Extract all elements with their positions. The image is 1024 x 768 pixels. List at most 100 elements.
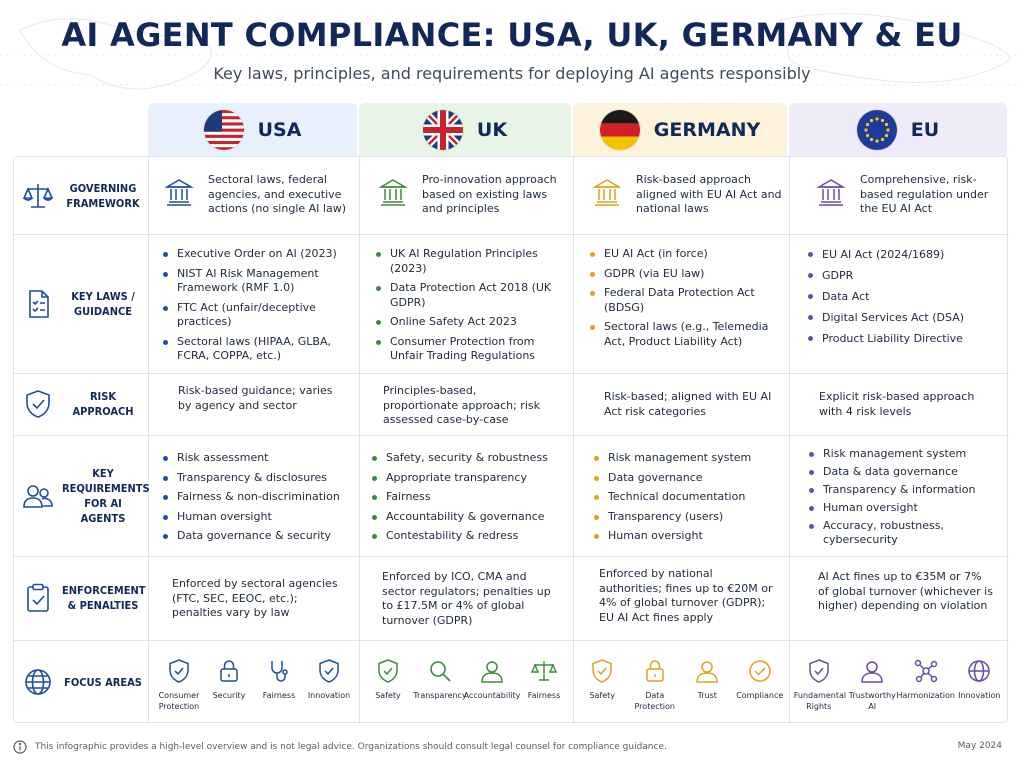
list-item: Sectoral laws (HIPAA, GLBA, FCRA, COPPA,… xyxy=(162,335,352,364)
list-item: Risk assessment xyxy=(162,451,354,466)
cell-governing-uk: Pro-innovation approach based on existin… xyxy=(378,173,568,217)
list-item: Data Protection Act 2018 (UK GDPR) xyxy=(375,281,567,310)
row-label-text: KEY REQUIREMENTS FOR AI AGENTS xyxy=(62,466,150,525)
focus-item: Trust xyxy=(682,640,732,726)
list-item: Data & data governance xyxy=(808,465,1004,479)
cell-governing-usa: Sectoral laws, federal agencies, and exe… xyxy=(164,173,354,217)
person-icon xyxy=(696,661,719,683)
list-item: Transparency & information xyxy=(808,483,1004,497)
eu-flag-icon xyxy=(856,109,897,150)
list-item: Digital Services Act (DSA) xyxy=(807,310,1001,325)
cell-requirements-eu: Risk management system Data & data gover… xyxy=(808,447,1004,552)
cell-laws-germany: EU AI Act (in force) GDPR (via EU law) F… xyxy=(589,247,783,354)
column-name-germany: GERMANY xyxy=(653,118,761,141)
list-item: Appropriate transparency xyxy=(371,471,569,486)
cell-requirements-uk: Safety, security & robustness Appropriat… xyxy=(371,451,569,549)
shield-check-icon xyxy=(592,659,612,683)
list-item: EU AI Act (2024/1689) xyxy=(807,247,1001,262)
footnote-text: This infographic provides a high-level o… xyxy=(35,742,667,752)
list-item: Contestability & redress xyxy=(371,529,569,544)
focus-areas-usa: Consumer Protection Security Fairness In… xyxy=(154,640,354,726)
info-icon xyxy=(13,740,27,754)
focus-item: Innovation xyxy=(954,640,1004,726)
government-building-icon xyxy=(816,179,846,206)
row-label-focus-areas: FOCUS AREAS xyxy=(14,640,148,724)
list-item: EU AI Act (in force) xyxy=(589,247,783,262)
list-item: UK AI Regulation Principles (2023) xyxy=(375,247,567,276)
clipboard-check-icon xyxy=(27,583,49,612)
cell-enforcement-uk: Enforced by ICO, CMA and sector regulato… xyxy=(382,570,551,627)
list-item: Product Liability Directive xyxy=(807,331,1001,346)
cell-risk-usa: Risk-based guidance; varies by agency an… xyxy=(178,384,333,412)
scales-icon xyxy=(22,183,54,208)
cell-enforcement-germany: Enforced by national authorities; fines … xyxy=(599,567,773,624)
column-header-usa: USA xyxy=(148,103,357,156)
focus-item: Accountability xyxy=(464,640,520,726)
list-item: NIST AI Risk Management Framework (RMF 1… xyxy=(162,267,352,296)
focus-item: Security xyxy=(204,640,254,726)
cell-enforcement-usa: Enforced by sectoral agencies (FTC, SEC,… xyxy=(172,577,338,619)
shield-check-icon xyxy=(809,659,829,683)
magnifier-icon xyxy=(430,661,451,682)
focus-item: Compliance xyxy=(735,640,785,726)
globe-icon xyxy=(968,660,990,682)
column-name-eu: EU xyxy=(910,118,940,141)
list-item: Accuracy, robustness, cybersecurity xyxy=(808,519,1004,547)
comparison-table: GOVERNING FRAMEWORK KEY LAWS / GUIDANCE … xyxy=(13,156,1009,726)
cell-risk-uk: Principles-based, proportionate approach… xyxy=(383,384,540,426)
row-label-text: GOVERNING FRAMEWORK xyxy=(66,181,140,210)
globe-icon xyxy=(25,669,51,695)
cell-laws-uk: UK AI Regulation Principles (2023) Data … xyxy=(375,247,567,369)
list-item: Human oversight xyxy=(808,501,1004,515)
list-item: FTC Act (unfair/deceptive practices) xyxy=(162,301,352,330)
row-label-key-laws: KEY LAWS / GUIDANCE xyxy=(14,234,148,373)
list-item: Transparency (users) xyxy=(593,510,785,525)
row-label-text: ENFORCEMENT & PENALTIES xyxy=(62,584,146,612)
government-building-icon xyxy=(378,179,408,206)
focus-item: Fairness xyxy=(519,640,569,726)
page-title: AI AGENT COMPLIANCE: USA, UK, GERMANY & … xyxy=(61,16,963,54)
users-icon xyxy=(23,484,53,508)
government-building-icon xyxy=(592,179,622,206)
list-item: Accountability & governance xyxy=(371,510,569,525)
list-item: Human oversight xyxy=(593,529,785,544)
shield-check-icon xyxy=(169,659,189,683)
list-item: Human oversight xyxy=(162,510,354,525)
person-icon xyxy=(481,661,503,683)
focus-item: Harmonization xyxy=(897,640,955,726)
focus-item: Trustworthy AI xyxy=(847,640,897,726)
network-icon xyxy=(914,659,937,683)
focus-item: Safety xyxy=(577,640,627,726)
focus-areas-uk: Safety Transparency Accountability Fairn… xyxy=(362,640,570,726)
row-label-text: KEY LAWS / GUIDANCE xyxy=(71,289,135,318)
focus-item: Innovation xyxy=(304,640,354,726)
cell-enforcement-eu: AI Act fines up to €35M or 7% of global … xyxy=(818,570,993,612)
row-label-text: FOCUS AREAS xyxy=(64,675,142,689)
focus-item: Transparency xyxy=(413,640,467,726)
cell-requirements-germany: Risk management system Data governance T… xyxy=(593,451,785,549)
shield-check-icon xyxy=(378,659,398,683)
list-item: Risk management system xyxy=(808,447,1004,461)
government-building-icon xyxy=(164,179,194,206)
list-item: Online Safety Act 2023 xyxy=(375,315,567,330)
list-item: Data Act xyxy=(807,289,1001,304)
column-header-uk: UK xyxy=(359,103,571,156)
focus-item: Data Protection xyxy=(630,640,680,726)
focus-item: Fundamental Rights xyxy=(794,640,846,726)
row-label-governing-framework: GOVERNING FRAMEWORK xyxy=(14,157,148,234)
list-item: Safety, security & robustness xyxy=(371,451,569,466)
shield-check-icon xyxy=(26,390,50,418)
germany-flag-icon xyxy=(599,109,640,150)
page-subtitle: Key laws, principles, and requirements f… xyxy=(213,64,811,83)
uk-flag-icon xyxy=(422,109,463,150)
focus-item: Consumer Protection xyxy=(154,640,204,726)
focus-areas-germany: Safety Data Protection Trust Compliance xyxy=(576,640,786,726)
row-label-enforcement: ENFORCEMENT & PENALTIES xyxy=(14,556,148,640)
list-item: Transparency & disclosures xyxy=(162,471,354,486)
shield-check-icon xyxy=(319,659,339,683)
cell-risk-germany: Risk-based; aligned with EU AI Act risk … xyxy=(604,390,772,418)
list-item: Consumer Protection from Unfair Trading … xyxy=(375,335,567,364)
cell-requirements-usa: Risk assessment Transparency & disclosur… xyxy=(162,451,354,549)
document-checklist-icon xyxy=(29,289,49,318)
row-label-key-requirements: KEY REQUIREMENTS FOR AI AGENTS xyxy=(14,435,150,556)
